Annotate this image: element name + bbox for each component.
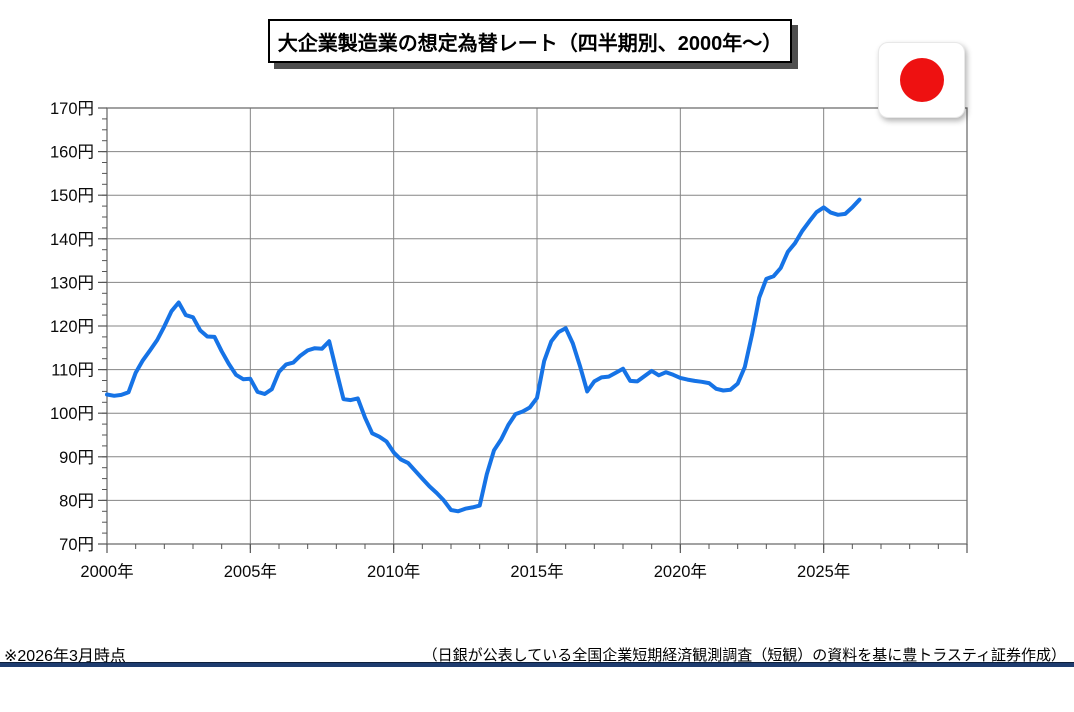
japan-flag-sun-circle	[899, 58, 944, 102]
y-axis-label: 70円	[59, 536, 94, 554]
x-axis-label: 2010年	[367, 562, 420, 581]
y-axis-label: 170円	[50, 100, 94, 118]
chart-title-box: 大企業製造業の想定為替レート（四半期別、2000年～）	[268, 19, 792, 63]
x-axis-label: 2005年	[224, 562, 277, 581]
exchange-rate-line	[105, 197, 862, 514]
chart-title: 大企業製造業の想定為替レート（四半期別、2000年～）	[277, 32, 783, 55]
y-axis-label: 100円	[50, 405, 94, 423]
y-axis-label: 110円	[51, 362, 94, 380]
x-axis-label: 2000年	[80, 562, 133, 581]
x-axis-label: 2025年	[797, 562, 850, 581]
y-axis-label: 120円	[50, 318, 94, 336]
x-axis-label: 2020年	[654, 562, 707, 581]
y-axis-label: 80円	[59, 492, 94, 510]
bottom-divider-rule	[0, 662, 1074, 667]
x-axis-label: 2015年	[510, 562, 563, 581]
y-axis-label: 130円	[50, 274, 94, 292]
y-axis-label: 150円	[50, 187, 94, 205]
y-axis-label: 90円	[59, 449, 94, 467]
japan-flag-icon	[878, 42, 965, 118]
y-axis-label: 160円	[50, 144, 94, 162]
y-axis-label: 140円	[50, 231, 94, 249]
footnote-as-of-date: ※2026年3月時点	[4, 648, 126, 665]
footnote-source: （日銀が公表している全国企業短期経済観測調査（短観）の資料を基に豊トラスティ証券…	[422, 647, 1066, 664]
